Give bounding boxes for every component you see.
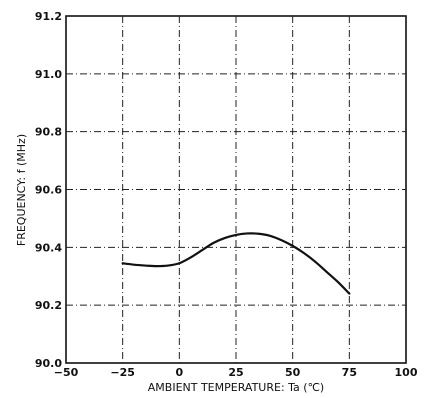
- x-tick-label: 50: [285, 366, 301, 379]
- y-tick-label: 91.2: [35, 10, 62, 23]
- x-tick-label: −50: [54, 366, 79, 379]
- x-tick-label: 100: [395, 366, 418, 379]
- tick-labels: −50 −25 0 25 50 75 100 90.0 90.2 90.4 90.6 90.8 91.0…: [35, 10, 418, 379]
- y-axis-label: FREQUENCY: f (MHz): [15, 134, 28, 246]
- y-tick-label: 90.6: [35, 184, 62, 197]
- x-tick-label: 25: [228, 366, 243, 379]
- x-tick-label: 0: [176, 366, 184, 379]
- series-line: [121, 232, 351, 295]
- y-tick-label: 91.0: [35, 68, 62, 81]
- x-tick-label: 75: [342, 366, 357, 379]
- y-tick-label: 90.4: [35, 241, 62, 254]
- x-tick-label: −25: [110, 366, 135, 379]
- y-tick-label: 90.2: [35, 299, 62, 312]
- x-axis-label: AMBIENT TEMPERATURE: Ta (℃): [148, 381, 324, 394]
- y-tick-label: 90.0: [35, 357, 62, 370]
- grid: [66, 16, 406, 363]
- y-tick-label: 90.8: [35, 126, 62, 139]
